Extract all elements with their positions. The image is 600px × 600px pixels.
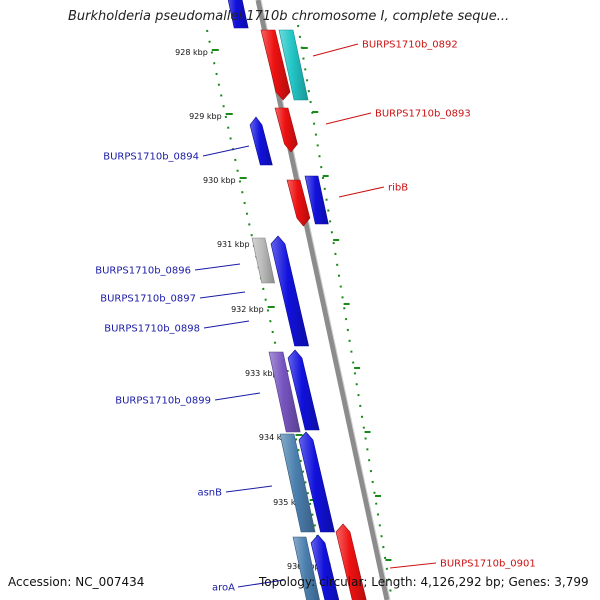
gene-label-ribB[interactable]: ribB: [388, 183, 408, 194]
gene-leader-line: [202, 145, 250, 157]
kbp-tick-label: 932 kbp: [231, 305, 264, 314]
gene-label-BURPS1710b_0901[interactable]: BURPS1710b_0901: [440, 559, 536, 570]
gene-label-BURPS1710b_0893[interactable]: BURPS1710b_0893: [375, 109, 471, 120]
kbp-tick-label: 935 kbp: [273, 498, 306, 507]
gene-glyph-BURPS1710b_0901[interactable]: [335, 523, 367, 600]
gene-leader-line: [237, 579, 285, 588]
gene-label-BURPS1710b_0892[interactable]: BURPS1710b_0892: [362, 40, 458, 51]
gene-glyph-asnB[interactable]: [279, 433, 316, 533]
gene-glyph-BURPS1710b_0898[interactable]: [287, 349, 320, 431]
gene-glyph-top-partial[interactable]: [226, 0, 249, 29]
gene-leader-line: [312, 43, 359, 57]
gene-glyph-aroA[interactable]: [292, 536, 321, 600]
gene-label-BURPS1710b_0896[interactable]: BURPS1710b_0896: [95, 266, 191, 277]
gene-leader-line: [338, 186, 385, 198]
gene-leader-line: [325, 112, 372, 125]
gene-glyph-BURPS1710b_0892b[interactable]: [278, 29, 309, 101]
gene-leader-line: [194, 263, 241, 271]
map-title: Burkholderia pseudomallei 1710b chromoso…: [68, 9, 510, 24]
gene-glyph-aroA-partner[interactable]: [310, 534, 340, 600]
gene-glyph-asnB-partner[interactable]: [298, 431, 335, 533]
chromosome-backbone: [255, 0, 390, 600]
gene-leader-line: [203, 320, 250, 329]
gene-leader-line: [225, 485, 273, 493]
gene-glyph-ribB[interactable]: [286, 179, 311, 227]
gene-glyph-BURPS1710b_0893[interactable]: [274, 107, 298, 153]
kbp-tick-label: 928 kbp: [175, 48, 208, 57]
right-tick-track: [297, 24, 393, 600]
gene-leader-line: [199, 291, 246, 299]
gene-glyph-BURPS1710b_0894[interactable]: [249, 116, 273, 166]
gene-label-BURPS1710b_0894[interactable]: BURPS1710b_0894: [103, 152, 199, 163]
gene-leader-line: [214, 392, 261, 401]
kbp-tick-label: 929 kbp: [189, 112, 222, 121]
left-tick-track: [206, 29, 332, 600]
gene-label-BURPS1710b_0899[interactable]: BURPS1710b_0899: [115, 396, 211, 407]
gene-leader-line: [389, 562, 437, 569]
kbp-tick-label: 933 kbp: [245, 369, 278, 378]
kbp-tick-label: 934 kbp: [259, 433, 292, 442]
gene-glyph-ribB-partner[interactable]: [304, 175, 329, 225]
kbp-tick-label: 931 kbp: [217, 240, 250, 249]
gene-label-asnB[interactable]: asnB: [197, 488, 222, 499]
gene-glyph-BURPS1710b_0896[interactable]: [251, 237, 276, 284]
gene-label-BURPS1710b_0897[interactable]: BURPS1710b_0897: [100, 294, 196, 305]
gene-label-BURPS1710b_0898[interactable]: BURPS1710b_0898: [104, 324, 200, 335]
kbp-tick-label: 930 kbp: [203, 176, 236, 185]
gene-glyph-BURPS1710b_0899[interactable]: [268, 351, 301, 433]
gene-label-aroA[interactable]: aroA: [212, 583, 235, 594]
accession-text: Accession: NC_007434: [8, 575, 145, 589]
gene-glyph-BURPS1710b_0897[interactable]: [270, 235, 310, 347]
topology-text: Topology: circular; Length: 4,126,292 bp…: [259, 575, 589, 589]
chromosome-backbone-highlight: [260, 0, 391, 600]
gene-glyph-BURPS1710b_0892[interactable]: [260, 29, 291, 101]
